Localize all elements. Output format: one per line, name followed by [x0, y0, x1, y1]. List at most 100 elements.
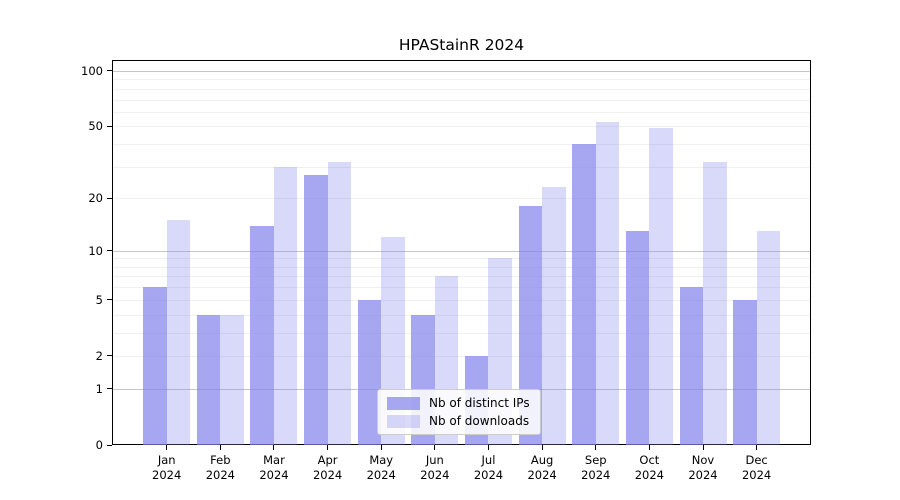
bar-nb-of-distinct-ips-oct	[625, 231, 650, 445]
x-tick-month-mar: Mar	[263, 453, 285, 467]
legend-swatch-downloads	[387, 414, 420, 428]
gridline-major-10	[113, 250, 810, 252]
legend-item-downloads: Nb of downloads	[387, 414, 530, 428]
x-tick-month-jan: Jan	[157, 453, 176, 467]
y-tick-100	[107, 70, 112, 72]
x-tick-month-oct: Oct	[639, 453, 660, 467]
bar-nb-of-downloads-apr	[327, 161, 352, 445]
bar-nb-of-distinct-ips-aug	[518, 206, 543, 445]
gridline-minor-60	[113, 111, 810, 113]
bar-nb-of-distinct-ips-apr	[304, 174, 328, 445]
x-tick-month-aug: Aug	[530, 453, 554, 467]
x-tick-year-nov: 2024	[688, 468, 718, 482]
y-tick-2	[107, 355, 112, 357]
y-tick-label-20: 20	[88, 191, 103, 206]
bar-nb-of-distinct-ips-may	[357, 299, 382, 445]
x-tick-label-jun: Jun 2024	[407, 453, 463, 483]
x-tick-sep	[595, 445, 597, 450]
x-tick-year-oct: 2024	[634, 468, 664, 482]
x-tick-label-mar: Mar 2024	[246, 453, 302, 483]
x-tick-jan	[166, 445, 168, 450]
x-tick-label-aug: Aug 2024	[514, 453, 570, 483]
gridline-minor-20	[113, 198, 810, 200]
x-tick-label-jul: Jul 2024	[460, 453, 516, 483]
bar-nb-of-distinct-ips-nov	[679, 287, 703, 445]
gridline-minor-6	[113, 287, 810, 289]
gridline-minor-80	[113, 88, 810, 90]
x-tick-aug	[541, 445, 543, 450]
gridline-major-100	[113, 70, 810, 72]
bar-nb-of-distinct-ips-sep	[572, 144, 596, 445]
y-tick-1	[107, 388, 112, 390]
x-tick-label-oct: Oct 2024	[621, 453, 677, 483]
gridline-minor-40	[113, 144, 810, 146]
y-tick-label-100: 100	[81, 63, 103, 78]
y-tick-label-10: 10	[88, 243, 103, 258]
x-tick-month-apr: Apr	[317, 453, 338, 467]
x-tick-apr	[327, 445, 329, 450]
bar-nb-of-downloads-mar	[273, 166, 298, 445]
x-tick-month-may: May	[369, 453, 394, 467]
legend-label-distinct-ips: Nb of distinct IPs	[429, 396, 530, 410]
x-tick-label-dec: Dec 2024	[729, 453, 785, 483]
chart-title: HPAStainR 2024	[398, 36, 525, 54]
gridline-minor-7	[113, 276, 810, 278]
plot-area	[112, 60, 811, 445]
bar-nb-of-distinct-ips-dec	[733, 299, 757, 445]
y-tick-label-2: 2	[95, 348, 103, 363]
y-tick-label-5: 5	[95, 292, 103, 307]
x-tick-oct	[648, 445, 650, 450]
x-tick-label-jan: Jan 2024	[139, 453, 195, 483]
bar-nb-of-distinct-ips-mar	[250, 225, 274, 445]
bar-nb-of-distinct-ips-jan	[143, 287, 167, 445]
x-tick-jun	[434, 445, 436, 450]
x-tick-dec	[756, 445, 758, 450]
bar-nb-of-downloads-dec	[756, 231, 781, 445]
x-tick-month-sep: Sep	[584, 453, 607, 467]
bar-nb-of-downloads-aug	[542, 187, 566, 445]
x-tick-year-feb: 2024	[205, 468, 235, 482]
y-tick-5	[107, 299, 112, 301]
x-tick-mar	[273, 445, 275, 450]
x-tick-feb	[219, 445, 221, 450]
gridline-minor-5	[113, 299, 810, 301]
x-tick-year-mar: 2024	[259, 468, 289, 482]
gridline-minor-70	[113, 99, 810, 101]
bar-nb-of-distinct-ips-feb	[196, 314, 221, 445]
x-tick-month-dec: Dec	[745, 453, 768, 467]
x-tick-year-apr: 2024	[312, 468, 343, 482]
y-tick-label-50: 50	[88, 119, 103, 134]
x-tick-nov	[702, 445, 704, 450]
gridline-minor-3	[113, 332, 810, 334]
y-tick-label-1: 1	[95, 381, 103, 396]
x-tick-label-feb: Feb 2024	[192, 453, 248, 483]
x-tick-year-dec: 2024	[741, 468, 772, 482]
x-tick-year-jul: 2024	[473, 468, 504, 482]
bar-nb-of-downloads-feb	[220, 314, 244, 445]
x-tick-year-jun: 2024	[420, 468, 450, 482]
bar-nb-of-downloads-nov	[703, 161, 727, 445]
legend-swatch-distinct-ips	[387, 396, 420, 410]
legend-item-distinct-ips: Nb of distinct IPs	[387, 396, 530, 410]
x-tick-month-nov: Nov	[691, 453, 715, 467]
legend: Nb of distinct IPs Nb of downloads	[377, 389, 541, 435]
bar-nb-of-downloads-jan	[166, 220, 191, 445]
gridline-minor-30	[113, 166, 810, 168]
x-tick-year-may: 2024	[366, 468, 396, 482]
gridline-minor-2	[113, 355, 810, 357]
y-tick-10	[107, 250, 112, 252]
x-tick-year-jan: 2024	[152, 468, 182, 482]
legend-label-downloads: Nb of downloads	[429, 414, 530, 428]
gridline-minor-9	[113, 258, 810, 260]
x-tick-year-aug: 2024	[527, 468, 557, 482]
x-tick-may	[380, 445, 382, 450]
x-tick-month-jun: Jun	[425, 453, 444, 467]
y-tick-50	[107, 125, 112, 127]
gridline-minor-90	[113, 79, 810, 81]
y-tick-20	[107, 197, 112, 199]
y-tick-label-0: 0	[95, 438, 103, 452]
x-tick-jul	[487, 445, 489, 450]
x-tick-label-nov: Nov 2024	[675, 453, 731, 483]
gridline-minor-4	[113, 314, 810, 316]
